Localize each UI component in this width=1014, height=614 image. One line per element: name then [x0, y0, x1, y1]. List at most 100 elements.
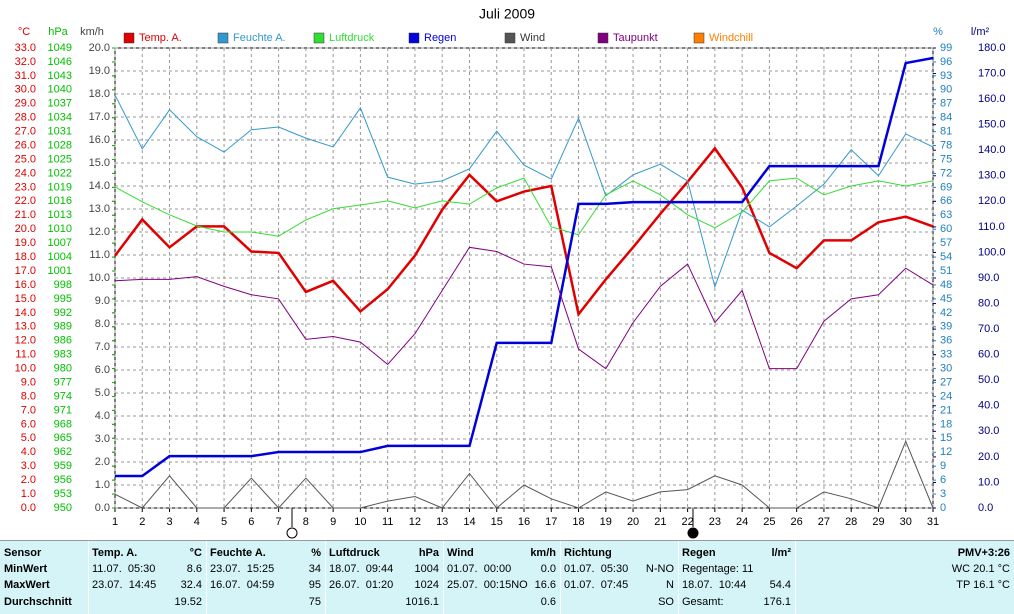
- y-tick-label: 13.0: [89, 203, 110, 215]
- table-cell: 1016.1: [325, 596, 443, 611]
- table-cell: 23.07. 15:25 34: [206, 563, 325, 578]
- cell-text: N: [666, 579, 674, 591]
- y-tick-label: 30.0: [15, 84, 36, 96]
- moon-new: [687, 527, 699, 539]
- y-tick-label: 974: [54, 390, 72, 402]
- y-tick-label: 1025: [48, 153, 72, 165]
- series-line: [114, 177, 934, 237]
- legend-label: Taupunkt: [613, 32, 658, 44]
- chart-title: Juli 2009: [479, 6, 535, 22]
- y-tick-label: 971: [54, 404, 72, 416]
- y-tick-label: 90: [940, 84, 952, 96]
- y-tick-label: 30: [940, 363, 952, 375]
- cell-text: 95: [308, 579, 321, 591]
- x-tick-label: 22: [681, 516, 693, 528]
- legend-label: Luftdruck: [329, 32, 375, 44]
- x-tick-label: 28: [845, 516, 857, 528]
- cell-text: 32.4: [180, 579, 202, 591]
- y-tick-label: 8.0: [21, 390, 36, 402]
- table-cell: 01.07. 07:45 N: [560, 579, 678, 594]
- y-tick-label: 998: [54, 279, 72, 291]
- y-tick-label: 4.0: [21, 446, 36, 458]
- stats-table: Sensor Temp. A. °C Feuchte A.% Luftdruck hPa W…: [0, 540, 1014, 614]
- y-tick-label: 110.0: [978, 221, 1005, 233]
- y-tick-label: 956: [54, 474, 72, 486]
- x-tick-label: 17: [545, 516, 557, 528]
- column-separator: [325, 541, 326, 614]
- y-tick-label: 2.0: [95, 456, 110, 468]
- y-tick-label: 18.0: [15, 251, 36, 263]
- cell-text: 26.07. 01:20: [329, 579, 394, 591]
- x-tick-label: 9: [330, 516, 336, 528]
- y-tick-label: 1031: [48, 126, 72, 138]
- y-tick-label: 968: [54, 418, 72, 430]
- x-tick-label: 24: [736, 516, 748, 528]
- legend-label: Regen: [424, 32, 456, 44]
- y-tick-label: 6: [940, 474, 946, 486]
- cell-text: 0.0: [540, 563, 556, 575]
- cell-text: 1016.1: [405, 596, 439, 608]
- y-tick-label: 21.0: [15, 209, 36, 221]
- y-tick-label: 9: [940, 460, 946, 472]
- y-tick-label: 1.0: [21, 488, 36, 500]
- y-tick-label: 45: [940, 293, 952, 305]
- y-tick-label: 30.0: [978, 425, 999, 437]
- table-cell: 18.07. 09:44 1004: [325, 563, 443, 578]
- y-tick-label: 19.0: [89, 65, 110, 77]
- y-tick-label: 3.0: [95, 433, 110, 445]
- cell-text: 01.07. 07:45: [564, 579, 629, 591]
- table-cell: Feuchte A.%: [206, 547, 325, 562]
- cell-text: 54.4: [769, 579, 791, 591]
- y-tick-label: 3: [940, 488, 946, 500]
- x-tick-label: 29: [872, 516, 884, 528]
- y-tick-label: 0.0: [978, 502, 993, 514]
- cell-text: 01.07. 00:00: [447, 563, 512, 575]
- y-tick-label: 1034: [48, 112, 72, 124]
- y-tick-label: 20.0: [978, 451, 999, 463]
- y-tick-label: 32.0: [15, 56, 36, 68]
- y-tick-label: 170.0: [978, 67, 1006, 79]
- cell-text: 16.6: [534, 579, 556, 591]
- table-cell: 18.07. 10:44 54.4: [678, 579, 795, 594]
- cell-text: Sensor: [4, 547, 42, 559]
- legend-swatch: [597, 32, 609, 44]
- column-separator: [206, 541, 207, 614]
- table-cell: Wind km/h: [443, 547, 560, 562]
- cell-text: 1024: [414, 579, 439, 591]
- y-tick-label: 950: [54, 502, 72, 514]
- y-tick-label: 26.0: [15, 139, 36, 151]
- y-tick-label: 31.0: [15, 70, 36, 82]
- cell-text: Temp. A.: [92, 547, 138, 559]
- x-tick-label: 14: [463, 516, 475, 528]
- legend-label: Windchill: [709, 32, 753, 44]
- y-tick-label: 33: [940, 349, 952, 361]
- cell-text: 01.07. 05:30: [564, 563, 629, 575]
- y-tick-label: 48: [940, 279, 952, 291]
- y-tick-label: 10.0: [978, 476, 999, 488]
- y-tick-label: 22.0: [15, 195, 36, 207]
- cell-text: TP 16.1 °C: [956, 579, 1010, 591]
- y-tick-label: 70.0: [978, 323, 999, 335]
- y-tick-label: 81: [940, 126, 952, 138]
- cell-text: MaxWert: [4, 579, 50, 591]
- y-tick-label: 18.0: [89, 88, 110, 100]
- y-tick-label: 5.0: [95, 387, 110, 399]
- y-tick-label: 12: [940, 446, 952, 458]
- y-tick-label: 12.0: [89, 226, 110, 238]
- y-tick-label: 1010: [48, 223, 72, 235]
- y-tick-label: 21: [940, 404, 952, 416]
- y-tick-label: 180.0: [978, 42, 1006, 54]
- cell-text: l/m²: [771, 547, 791, 559]
- y-tick-label: 18: [940, 418, 952, 430]
- table-cell: 19.52: [88, 596, 206, 611]
- y-tick-label: 15.0: [89, 157, 110, 169]
- x-tick-label: 3: [166, 516, 172, 528]
- y-tick-label: 0: [940, 502, 946, 514]
- moon-full: [286, 527, 298, 539]
- y-tick-label: 29.0: [15, 98, 36, 110]
- y-tick-label: 27.0: [15, 126, 36, 138]
- x-tick-label: 10: [354, 516, 366, 528]
- y-tick-label: 14.0: [89, 180, 110, 192]
- y-tick-label: 965: [54, 432, 72, 444]
- y-tick-label: 23.0: [15, 181, 36, 193]
